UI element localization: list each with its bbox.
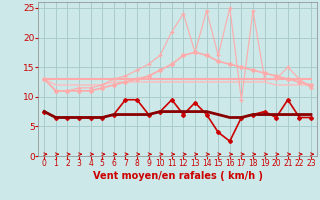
X-axis label: Vent moyen/en rafales ( km/h ): Vent moyen/en rafales ( km/h ): [92, 171, 263, 181]
